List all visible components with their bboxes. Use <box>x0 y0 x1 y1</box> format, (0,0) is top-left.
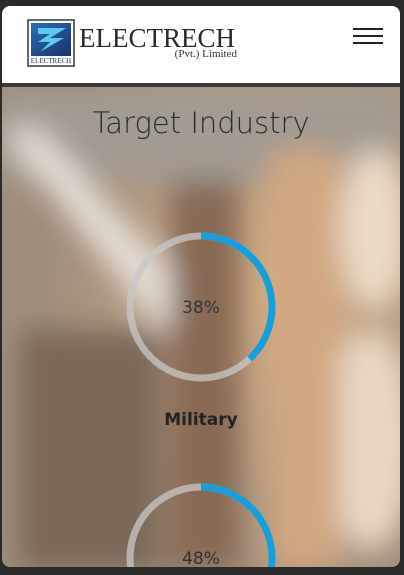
industry-name: Military <box>164 410 237 430</box>
progress-label: 38% <box>182 298 220 318</box>
viewport: ELECTRECH ELECTRECH (Pvt.) Limited Targe… <box>2 6 400 569</box>
logo[interactable]: ELECTRECH ELECTRECH (Pvt.) Limited <box>27 19 238 67</box>
logo-text: ELECTRECH <box>31 57 71 65</box>
overlay <box>2 6 400 567</box>
menu-button[interactable] <box>350 24 386 48</box>
brand: ELECTRECH <box>79 23 235 53</box>
progress-label: 48% <box>182 549 220 569</box>
menu-bar <box>353 28 383 30</box>
logo-bolt <box>38 28 66 52</box>
progress-list: 38% Military 48% <box>126 232 276 569</box>
menu-bar <box>353 35 383 37</box>
section-title: Target Industry <box>92 106 309 140</box>
progress-arc <box>126 232 276 382</box>
menu-bar <box>353 42 383 44</box>
progress-arc <box>126 483 276 567</box>
tagline: (Pvt.) Limited <box>175 48 238 60</box>
header-shadow <box>2 83 400 87</box>
